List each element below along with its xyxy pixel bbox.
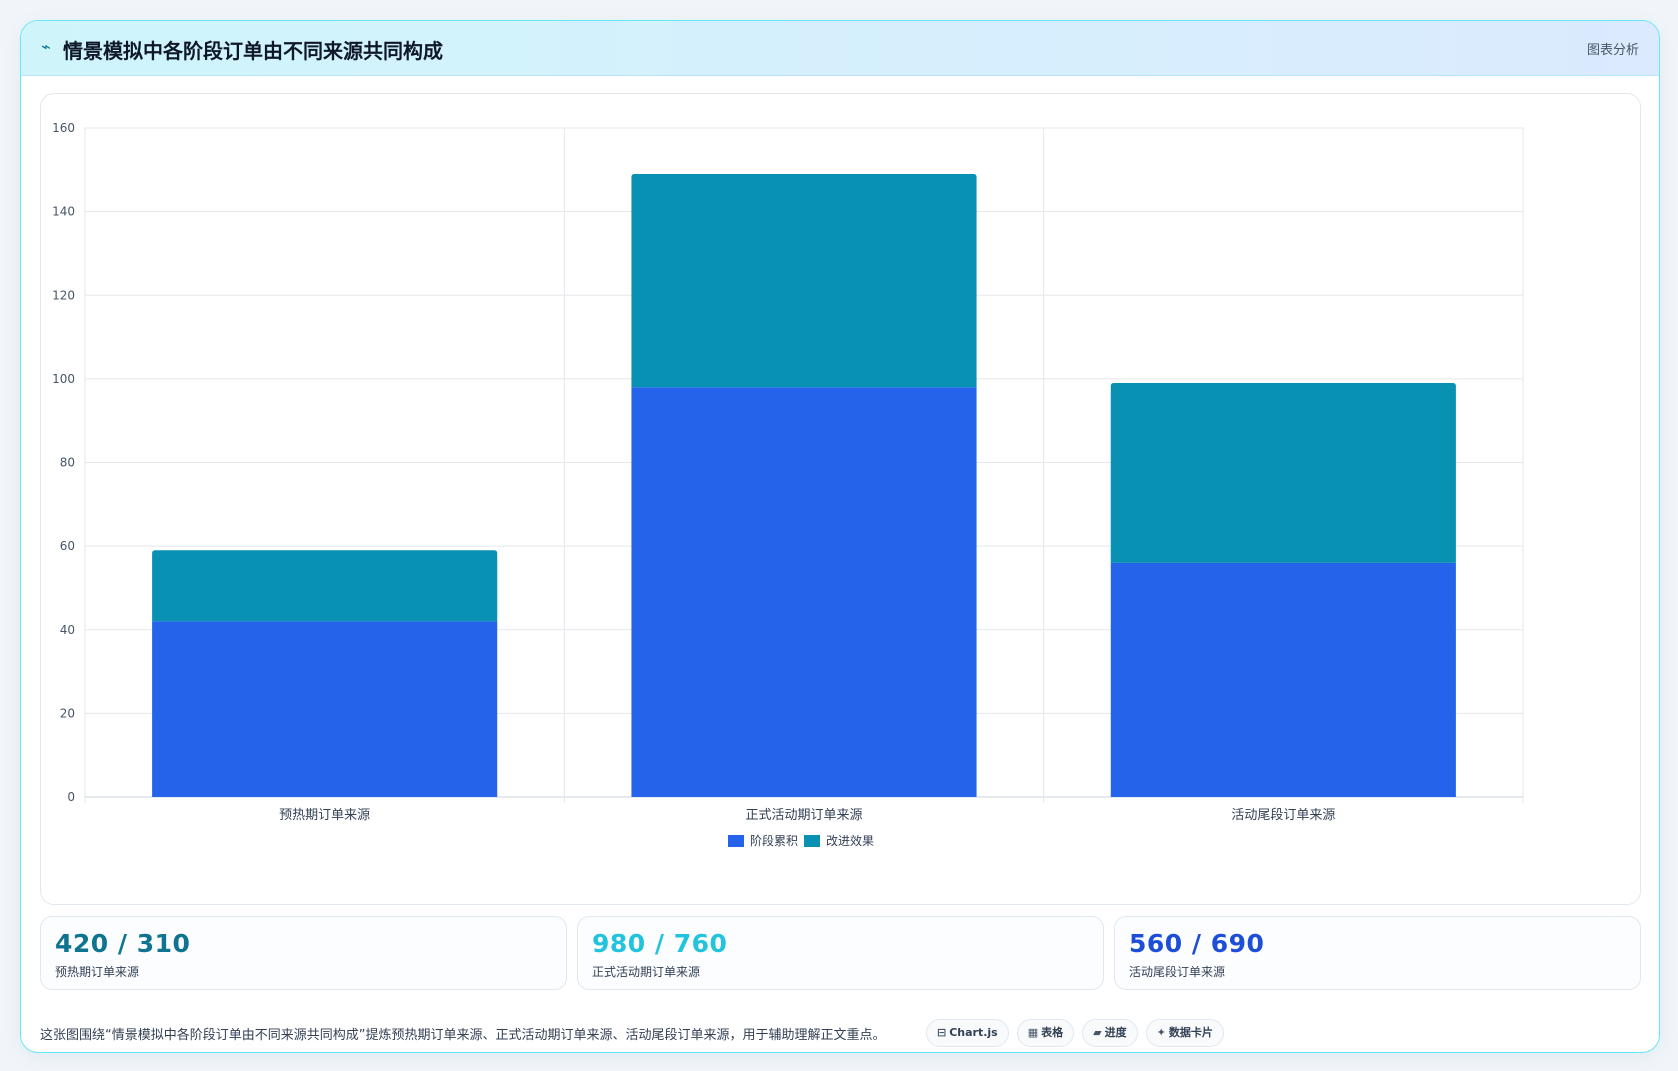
chart-icon: ⊟ (937, 1026, 947, 1039)
x-category-label: 正式活动期订单来源 (745, 808, 862, 823)
legend-label: 阶段累积 (750, 833, 798, 848)
stat-value: 560 / 690 (1129, 929, 1265, 958)
bar-segment (1110, 562, 1456, 797)
chart-line-icon: ⌁ (41, 37, 51, 56)
stat-label: 正式活动期订单来源 (592, 965, 701, 979)
chip-table[interactable]: ▦ 表格 (1016, 1019, 1075, 1047)
chart-analysis-tag: 图表分析 (1586, 43, 1639, 58)
y-tick-label: 40 (60, 623, 75, 637)
x-category-label: 预热期订单来源 (279, 808, 370, 823)
page-title: 情景模拟中各阶段订单由不同来源共同构成 (63, 39, 443, 63)
stat-value: 420 / 310 (55, 929, 191, 958)
chip-label: 数据卡片 (1168, 1026, 1213, 1039)
stat-label: 活动尾段订单来源 (1129, 965, 1226, 979)
y-tick-label: 60 (60, 539, 75, 553)
bar-segment (1110, 383, 1456, 563)
chip-progress[interactable]: ▰ 进度 (1082, 1019, 1138, 1047)
legend-swatch (804, 835, 820, 847)
stat-card-preheat: 420 / 310 预热期订单来源 (40, 916, 567, 990)
chip-label: 进度 (1104, 1026, 1127, 1039)
stacked-bar-chart: 0 20 40 60 80 100 120 140 160 预热期订单来源 正式活动期订单来源 活动尾… (52, 121, 1524, 848)
legend-swatch (728, 835, 744, 847)
bar-segment (631, 387, 977, 797)
chart-panel: 0 20 40 60 80 100 120 140 160 预热期订单来源 正式活动期订单来源 活动尾… (40, 93, 1641, 905)
bar-segment (152, 550, 498, 622)
table-icon: ▦ (1027, 1026, 1039, 1039)
y-tick-label: 140 (52, 205, 75, 219)
y-tick-label: 0 (67, 790, 75, 804)
feature-chips: ⊟ Chart.js ▦ 表格 ▰ 进度 ✦ 数据卡片 (926, 1019, 1224, 1047)
stat-value: 980 / 760 (592, 929, 728, 958)
bar-segment (152, 621, 498, 797)
stat-card-main-event: 980 / 760 正式活动期订单来源 (577, 916, 1104, 990)
stat-label: 预热期订单来源 (55, 965, 140, 979)
chart-description: 这张图围绕“情景模拟中各阶段订单由不同来源共同构成”提炼预热期订单来源、正式活动… (40, 1028, 886, 1043)
y-tick-label: 80 (60, 456, 75, 470)
y-tick-label: 160 (52, 121, 75, 135)
chip-chartjs[interactable]: ⊟ Chart.js (926, 1019, 1009, 1047)
chart-card: ⌁ 情景模拟中各阶段订单由不同来源共同构成 图表分析 0 20 40 60 80 100 1… (20, 20, 1660, 1053)
y-tick-label: 120 (52, 288, 75, 302)
y-tick-label: 20 (60, 706, 75, 720)
x-category-label: 活动尾段订单来源 (1231, 808, 1335, 823)
chip-label: 表格 (1041, 1026, 1064, 1039)
progress-icon: ▰ (1093, 1026, 1102, 1039)
legend-label: 改进效果 (826, 833, 874, 848)
stat-card-tail: 560 / 690 活动尾段订单来源 (1114, 916, 1641, 990)
chip-data-card[interactable]: ✦ 数据卡片 (1145, 1019, 1224, 1047)
sparkle-icon: ✦ (1156, 1026, 1166, 1039)
y-tick-label: 100 (52, 372, 75, 386)
card-header: ⌁ 情景模拟中各阶段订单由不同来源共同构成 图表分析 (21, 21, 1659, 76)
chip-label: Chart.js (949, 1026, 998, 1039)
bar-segment (631, 173, 977, 388)
